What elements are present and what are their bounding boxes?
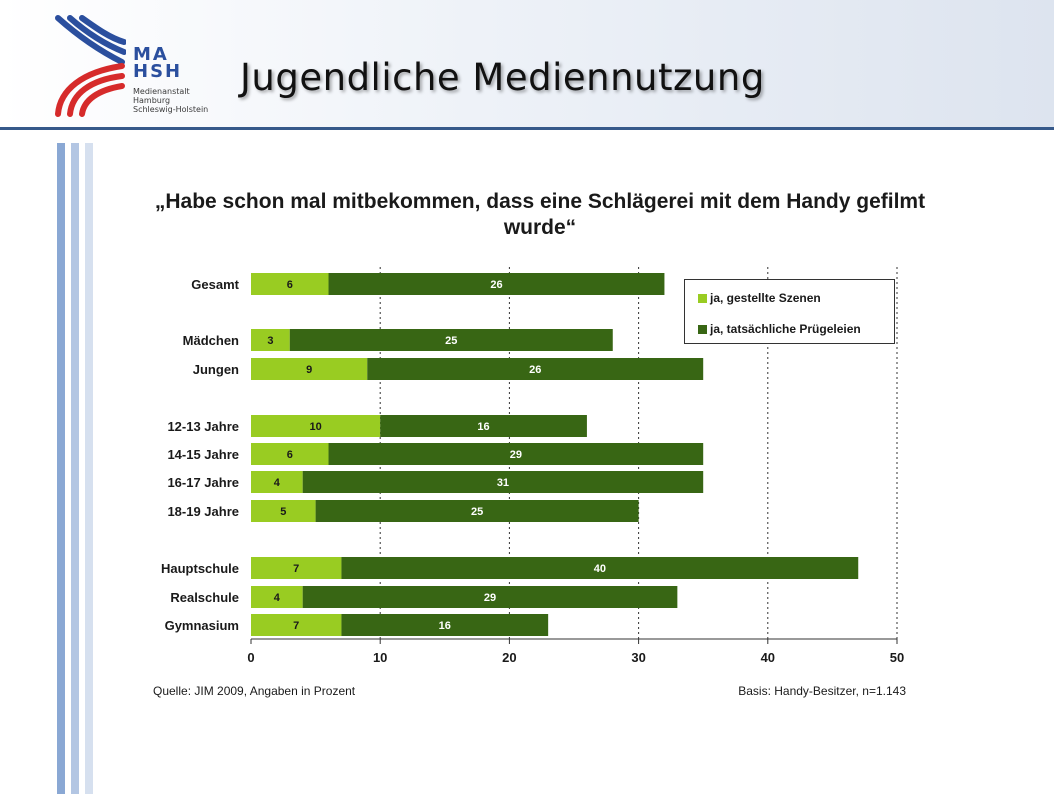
bar-staged-scenes (251, 273, 329, 295)
bar-value-label: 5 (280, 506, 286, 518)
bar-value-label: 40 (594, 563, 606, 575)
category-label: Realschule (170, 590, 239, 605)
category-label: Jungen (193, 362, 239, 377)
legend-item-real: ja, tatsächliche Prügeleien (698, 322, 861, 336)
category-label: 12-13 Jahre (167, 419, 239, 434)
legend-swatch-real (698, 324, 707, 334)
bar-staged-scenes (251, 586, 303, 608)
bar-real-fights (380, 415, 587, 437)
slide-title: Jugendliche Mediennutzung (240, 56, 765, 99)
x-tick-label: 10 (373, 650, 387, 665)
bar-real-fights (341, 557, 859, 579)
x-tick-label: 40 (761, 650, 775, 665)
x-tick-label: 20 (502, 650, 516, 665)
bar-staged-scenes (251, 614, 342, 636)
logo-abbreviation: MA HSH (133, 44, 193, 82)
x-tick-label: 50 (890, 650, 904, 665)
bar-real-fights (341, 614, 549, 636)
bar-value-label: 6 (287, 449, 293, 461)
bar-value-label: 16 (439, 620, 451, 632)
bar-value-label: 6 (287, 279, 293, 291)
bar-real-fights (302, 586, 678, 608)
legend-item-staged: ja, gestellte Szenen (698, 291, 821, 305)
bar-value-label: 31 (497, 477, 509, 489)
chart-title: „Habe schon mal mitbekommen, dass eine S… (154, 190, 926, 239)
decorative-stripe (71, 143, 79, 794)
bar-value-label: 7 (293, 563, 299, 575)
bar-value-label: 29 (510, 449, 522, 461)
category-label: Gymnasium (165, 618, 239, 633)
legend-swatch-staged (698, 293, 707, 303)
bar-staged-scenes (251, 557, 342, 579)
bar-real-fights (328, 443, 704, 465)
bar-real-fights (315, 500, 639, 522)
bar-value-label: 26 (529, 364, 541, 376)
logo-name-line-1: Medienanstalt (133, 87, 190, 96)
category-label: 16-17 Jahre (167, 475, 239, 490)
bar-value-label: 25 (471, 506, 483, 518)
chart-source-note: Quelle: JIM 2009, Angaben in Prozent (153, 684, 356, 698)
bar-value-label: 16 (477, 421, 489, 433)
bar-value-label: 25 (445, 335, 457, 347)
logo-name-line-2: Hamburg (133, 96, 171, 105)
bar-staged-scenes (251, 443, 329, 465)
bar-value-label: 9 (306, 364, 312, 376)
bar-staged-scenes (251, 358, 368, 380)
bar-staged-scenes (251, 329, 290, 351)
category-label: Mädchen (183, 333, 239, 348)
bar-real-fights (289, 329, 613, 351)
bar-real-fights (302, 471, 704, 493)
bar-value-label: 10 (309, 421, 321, 433)
bar-real-fights (367, 358, 704, 380)
chart-legend: ja, gestellte Szenen ja, tatsächliche Pr… (684, 279, 895, 344)
bar-staged-scenes (251, 471, 303, 493)
logo-abbr-line-2: HSH (133, 61, 183, 82)
decorative-stripe (85, 143, 93, 794)
x-tick-label: 0 (247, 650, 254, 665)
logo-organization-name: Medienanstalt Hamburg Schleswig-Holstein (133, 87, 223, 114)
bar-value-label: 29 (484, 592, 496, 604)
bar-value-label: 7 (293, 620, 299, 632)
decorative-stripe (57, 143, 65, 794)
chart-basis-note: Basis: Handy-Besitzer, n=1.143 (738, 684, 906, 698)
header-bar (0, 0, 1054, 127)
bar-real-fights (328, 273, 665, 295)
bar-staged-scenes (251, 500, 316, 522)
bar-value-label: 3 (267, 335, 273, 347)
legend-label-staged: ja, gestellte Szenen (710, 291, 821, 305)
category-label: Gesamt (191, 277, 239, 292)
category-label: 14-15 Jahre (167, 447, 239, 462)
legend-label-real: ja, tatsächliche Prügeleien (710, 322, 861, 336)
logo-abbr-line-1: MA (133, 44, 169, 65)
category-label: 18-19 Jahre (167, 504, 239, 519)
x-tick-label: 30 (631, 650, 645, 665)
category-label: Hauptschule (161, 561, 239, 576)
bar-staged-scenes (251, 415, 381, 437)
bar-value-label: 26 (490, 279, 502, 291)
logo-name-line-3: Schleswig-Holstein (133, 105, 209, 114)
header-divider (0, 127, 1054, 130)
mahsh-logo-icon (55, 15, 126, 117)
bar-value-label: 4 (274, 477, 281, 489)
bar-value-label: 4 (274, 592, 281, 604)
